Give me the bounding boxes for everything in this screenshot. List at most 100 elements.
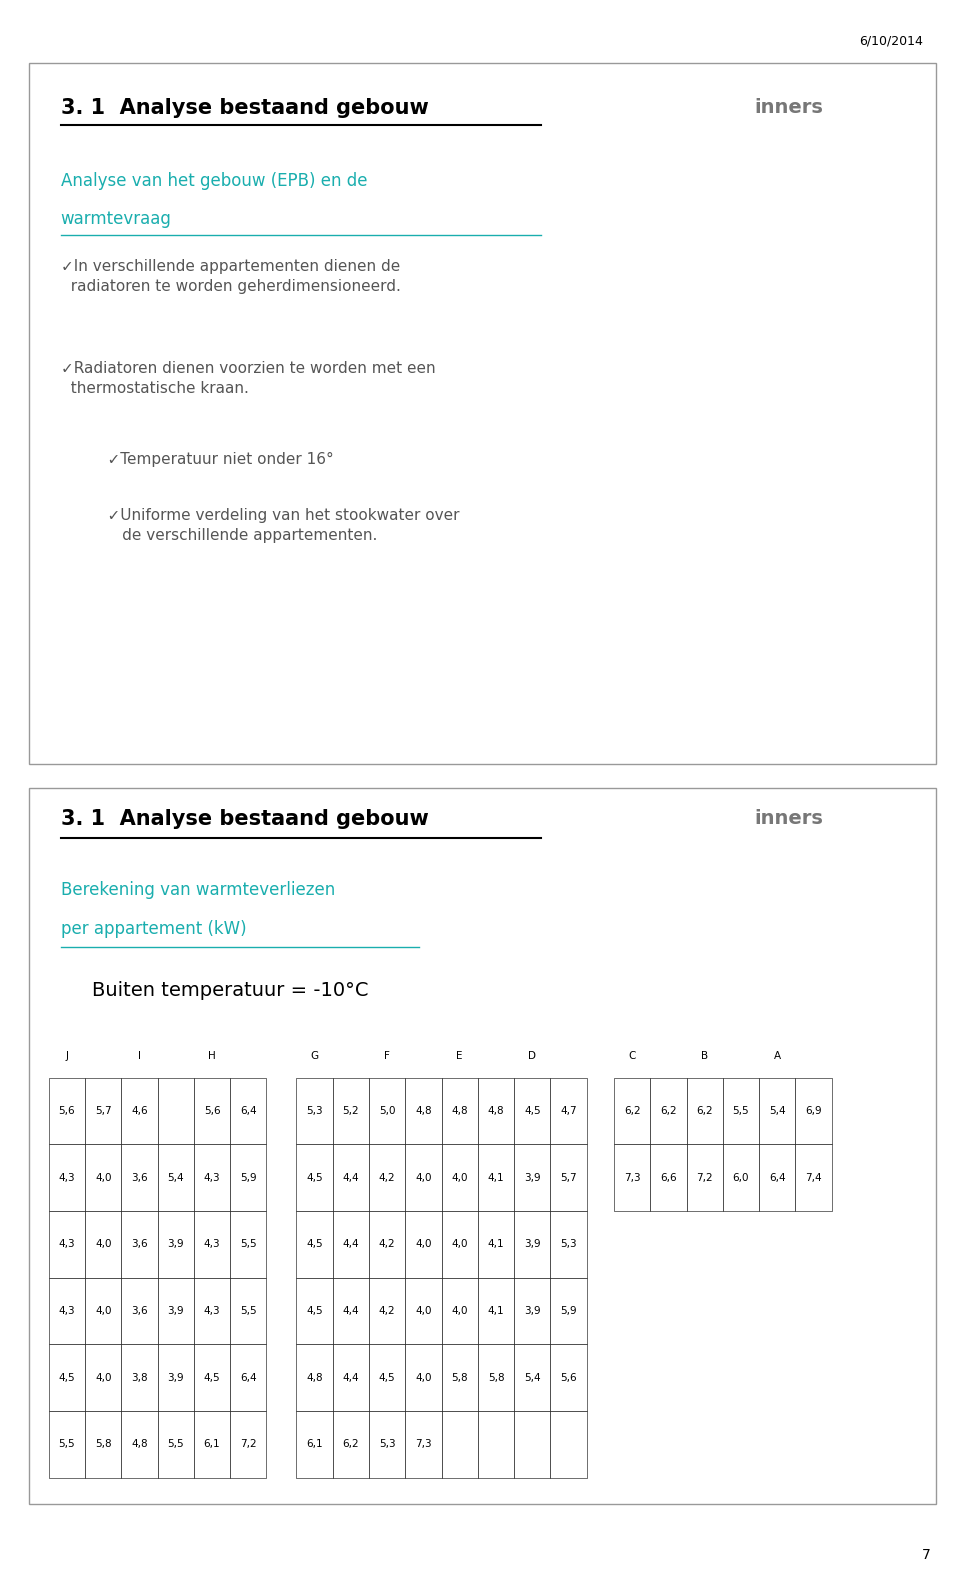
- Bar: [194, 1345, 230, 1411]
- Bar: [759, 1077, 796, 1145]
- Text: 4,0: 4,0: [415, 1373, 432, 1383]
- Bar: [723, 1077, 759, 1145]
- Text: 3,9: 3,9: [524, 1173, 540, 1183]
- Bar: [121, 1345, 157, 1411]
- Text: 4,8: 4,8: [306, 1373, 323, 1383]
- Bar: [478, 1277, 515, 1345]
- Text: 3,9: 3,9: [167, 1306, 184, 1317]
- Text: 5,9: 5,9: [240, 1173, 256, 1183]
- Text: 4,8: 4,8: [451, 1106, 468, 1117]
- Text: 5,9: 5,9: [561, 1306, 577, 1317]
- Bar: [369, 1345, 405, 1411]
- Bar: [85, 1211, 121, 1277]
- Bar: [49, 1411, 85, 1477]
- Text: inners: inners: [755, 98, 824, 117]
- Bar: [686, 1077, 723, 1145]
- Bar: [650, 1145, 686, 1211]
- Bar: [230, 1145, 267, 1211]
- Text: ✓Temperatuur niet onder 16°: ✓Temperatuur niet onder 16°: [87, 452, 333, 468]
- Text: 6,2: 6,2: [660, 1106, 677, 1117]
- Bar: [550, 1211, 587, 1277]
- Text: 4,0: 4,0: [415, 1173, 432, 1183]
- Text: 6,6: 6,6: [660, 1173, 677, 1183]
- Bar: [369, 1211, 405, 1277]
- Text: 4,3: 4,3: [59, 1173, 75, 1183]
- Bar: [796, 1145, 831, 1211]
- Text: D: D: [528, 1051, 537, 1062]
- Bar: [194, 1411, 230, 1477]
- Text: 5,3: 5,3: [379, 1440, 396, 1449]
- Text: F: F: [384, 1051, 390, 1062]
- Text: 5,5: 5,5: [167, 1440, 184, 1449]
- Text: per appartement (kW): per appartement (kW): [60, 920, 246, 939]
- Text: J: J: [65, 1051, 68, 1062]
- Bar: [49, 1277, 85, 1345]
- Text: 3. 1  Analyse bestaand gebouw: 3. 1 Analyse bestaand gebouw: [60, 810, 428, 828]
- Bar: [369, 1145, 405, 1211]
- Bar: [550, 1411, 587, 1477]
- Bar: [442, 1411, 478, 1477]
- Bar: [194, 1145, 230, 1211]
- Bar: [550, 1077, 587, 1145]
- Text: 4,6: 4,6: [132, 1106, 148, 1117]
- Text: Buiten temperatuur = -10°C: Buiten temperatuur = -10°C: [92, 981, 369, 1000]
- Text: 3,9: 3,9: [524, 1240, 540, 1249]
- Text: 6,0: 6,0: [732, 1173, 749, 1183]
- Bar: [405, 1077, 442, 1145]
- Text: ✓Uniforme verdeling van het stookwater over
       de verschillende appartemente: ✓Uniforme verdeling van het stookwater o…: [87, 509, 459, 543]
- Text: 3,6: 3,6: [132, 1240, 148, 1249]
- Bar: [405, 1411, 442, 1477]
- Bar: [85, 1077, 121, 1145]
- Text: 4,4: 4,4: [343, 1306, 359, 1317]
- Bar: [49, 1145, 85, 1211]
- Text: 4,5: 4,5: [306, 1173, 323, 1183]
- Text: 4,0: 4,0: [415, 1240, 432, 1249]
- Bar: [515, 1145, 550, 1211]
- Bar: [442, 1277, 478, 1345]
- Text: 4,3: 4,3: [204, 1306, 221, 1317]
- Text: 5,2: 5,2: [343, 1106, 359, 1117]
- Bar: [333, 1277, 369, 1345]
- Bar: [550, 1277, 587, 1345]
- Text: 5,3: 5,3: [306, 1106, 323, 1117]
- Text: 6,4: 6,4: [240, 1373, 256, 1383]
- Text: 4,2: 4,2: [379, 1173, 396, 1183]
- Text: 4,5: 4,5: [306, 1240, 323, 1249]
- Bar: [194, 1211, 230, 1277]
- Text: 7,3: 7,3: [624, 1173, 640, 1183]
- Text: 4,4: 4,4: [343, 1373, 359, 1383]
- Bar: [442, 1211, 478, 1277]
- Text: 4,0: 4,0: [95, 1306, 111, 1317]
- Bar: [297, 1345, 333, 1411]
- Text: 4,5: 4,5: [204, 1373, 221, 1383]
- Text: 5,0: 5,0: [379, 1106, 396, 1117]
- Text: 6,2: 6,2: [624, 1106, 640, 1117]
- Text: I: I: [138, 1051, 141, 1062]
- Bar: [515, 1411, 550, 1477]
- Bar: [478, 1345, 515, 1411]
- Bar: [297, 1077, 333, 1145]
- Bar: [686, 1145, 723, 1211]
- Text: 4,8: 4,8: [132, 1440, 148, 1449]
- Text: 7,2: 7,2: [240, 1440, 256, 1449]
- Bar: [85, 1277, 121, 1345]
- Bar: [442, 1345, 478, 1411]
- Bar: [759, 1145, 796, 1211]
- Bar: [85, 1411, 121, 1477]
- Bar: [650, 1077, 686, 1145]
- Text: 5,3: 5,3: [561, 1240, 577, 1249]
- Text: 3,9: 3,9: [167, 1240, 184, 1249]
- Bar: [442, 1077, 478, 1145]
- Text: 3. 1  Analyse bestaand gebouw: 3. 1 Analyse bestaand gebouw: [60, 98, 428, 118]
- Text: Berekening van warmteverliezen: Berekening van warmteverliezen: [60, 880, 335, 899]
- Text: 5,6: 5,6: [204, 1106, 221, 1117]
- Bar: [723, 1145, 759, 1211]
- Text: 5,5: 5,5: [732, 1106, 749, 1117]
- Text: 4,0: 4,0: [95, 1240, 111, 1249]
- Text: 7,3: 7,3: [415, 1440, 432, 1449]
- Text: Analyse van het gebouw (EPB) en de: Analyse van het gebouw (EPB) en de: [60, 172, 367, 189]
- Text: 5,5: 5,5: [240, 1306, 256, 1317]
- Bar: [796, 1077, 831, 1145]
- Text: 4,4: 4,4: [343, 1240, 359, 1249]
- Bar: [515, 1345, 550, 1411]
